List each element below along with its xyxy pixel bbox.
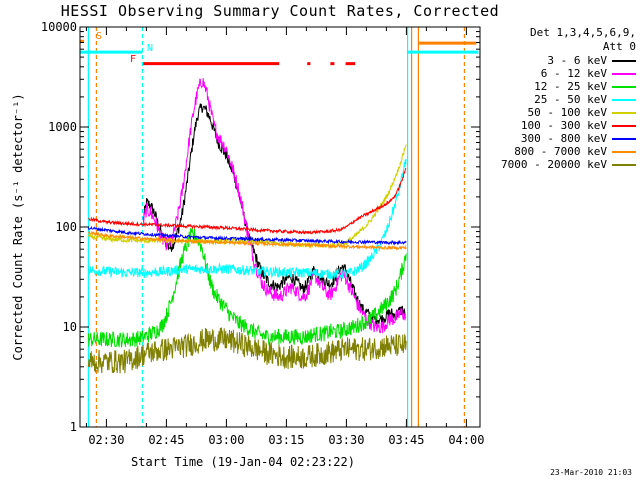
series-lines <box>87 78 407 374</box>
y-axis-ticks: 1 10 100 1000 10000 <box>41 20 480 434</box>
legend-label: 6 - 12 keV <box>540 67 607 80</box>
legend-swatch <box>612 85 636 88</box>
vertical-markers <box>87 27 465 427</box>
y-tick-label-4: 10000 <box>41 20 77 34</box>
x-axis-ticks: 02:30 02:45 03:00 03:15 03:30 03:45 04:00 <box>85 27 484 447</box>
x-tick-label-3: 03:15 <box>268 433 304 447</box>
y-tick-label-3: 1000 <box>48 120 77 134</box>
footer-timestamp: 23-Mar-2010 21:03 <box>550 468 632 477</box>
flag-label-s: S <box>96 31 102 42</box>
flag-label-f: F <box>130 54 136 65</box>
legend-swatch <box>612 59 636 62</box>
legend-swatch <box>612 98 636 101</box>
legend-label: 300 - 800 keV <box>520 132 607 145</box>
x-axis-label: Start Time (19-Jan-04 02:23:22) <box>131 455 355 469</box>
flag-label-n: N <box>147 43 153 54</box>
x-tick-label-5: 03:45 <box>388 433 424 447</box>
legend-header-line-1: Det 1,3,4,5,6,9, <box>530 26 636 39</box>
series-line-2 <box>87 227 407 348</box>
chart-title: HESSI Observing Summary Count Rates, Cor… <box>60 2 500 20</box>
y-axis-label: Corrected Count Rate (s⁻¹ detector⁻¹) <box>11 93 25 360</box>
legend-entry-8: 7000 - 20000 keV <box>478 158 638 171</box>
legend-entry-4: 50 - 100 keV <box>478 106 638 119</box>
legend-label: 800 - 7000 keV <box>514 145 607 158</box>
legend-header-line-2: Att 0 <box>602 40 636 53</box>
legend-label: 25 - 50 keV <box>534 93 607 106</box>
x-tick-label-0: 02:30 <box>88 433 124 447</box>
series-line-7 <box>87 229 407 251</box>
legend-label: 100 - 300 keV <box>520 119 607 132</box>
x-tick-label-4: 03:30 <box>328 433 364 447</box>
legend-entry-5: 100 - 300 keV <box>478 119 638 132</box>
legend-entry-2: 12 - 25 keV <box>478 80 638 93</box>
x-tick-label-1: 02:45 <box>148 433 184 447</box>
legend-label: 3 - 6 keV <box>547 54 607 67</box>
series-line-6 <box>87 225 407 246</box>
legend-swatch <box>612 163 636 166</box>
legend-entry-0: 3 - 6 keV <box>478 54 638 67</box>
series-line-8 <box>87 327 407 374</box>
series-line-3 <box>87 159 407 280</box>
legend-swatch <box>612 137 636 140</box>
plot-frame <box>79 26 481 428</box>
series-line-1 <box>142 78 406 334</box>
legend-swatch <box>612 72 636 75</box>
legend-label: 12 - 25 keV <box>534 80 607 93</box>
legend-entry-1: 6 - 12 keV <box>478 67 638 80</box>
legend-entry-3: 25 - 50 keV <box>478 93 638 106</box>
series-line-5 <box>88 167 407 235</box>
y-tick-label-2: 100 <box>55 220 77 234</box>
x-tick-label-6: 04:00 <box>448 433 484 447</box>
x-tick-label-2: 03:00 <box>208 433 244 447</box>
flag-bars <box>80 39 479 66</box>
legend-swatch <box>612 150 636 153</box>
legend: Det 1,3,4,5,6,9, Att 0 3 - 6 keV 6 - 12 k… <box>478 26 638 171</box>
y-tick-label-0: 1 <box>70 420 77 434</box>
y-tick-label-1: 10 <box>63 320 77 334</box>
legend-entry-7: 800 - 7000 keV <box>478 145 638 158</box>
legend-swatch <box>612 111 636 114</box>
legend-swatch <box>612 124 636 127</box>
legend-label: 50 - 100 keV <box>527 106 607 119</box>
legend-label: 7000 - 20000 keV <box>501 158 607 171</box>
legend-entry-6: 300 - 800 keV <box>478 132 638 145</box>
